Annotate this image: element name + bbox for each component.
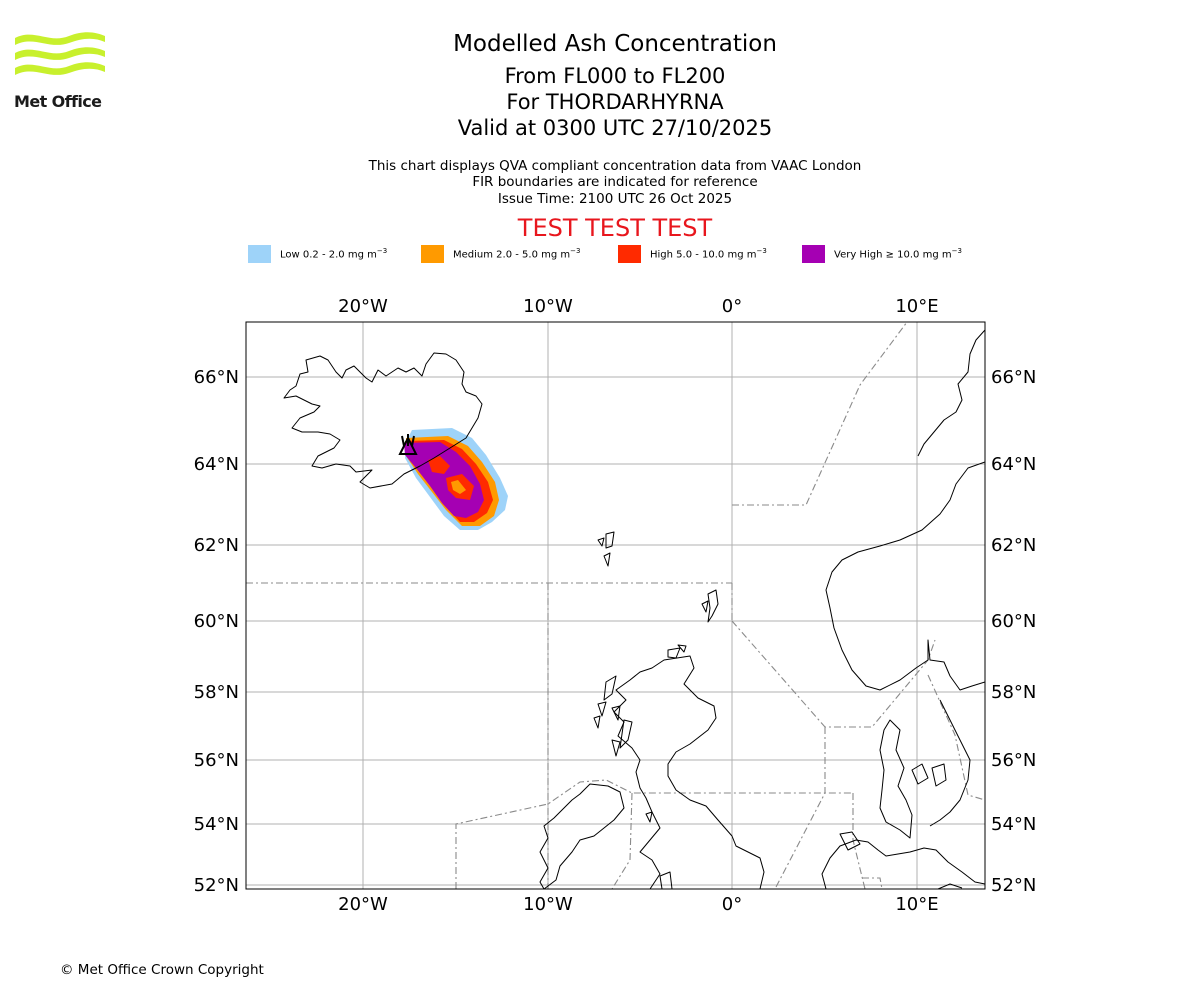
met-office-logo xyxy=(15,32,105,75)
met-office-logo-text: Met Office xyxy=(14,92,102,111)
legend-label-low: Low 0.2 - 2.0 mg m−3 xyxy=(280,247,388,261)
ash-medium-inner xyxy=(451,480,466,494)
valid-time: Valid at 0300 UTC 27/10/2025 xyxy=(457,116,773,140)
legend-label-medium: Medium 2.0 - 5.0 mg m−3 xyxy=(453,247,581,261)
lat-label-right-64n: 64°N xyxy=(991,454,1036,475)
legend-swatch-low xyxy=(248,245,271,263)
lon-label-bottom-20w: 20°W xyxy=(338,894,388,915)
lon-label-bottom-0: 0° xyxy=(722,894,742,915)
lat-label-right-56n: 56°N xyxy=(991,750,1036,771)
fir-boundaries xyxy=(246,322,985,889)
lon-label-top-10e: 10°E xyxy=(895,296,938,317)
lat-label-right-62n: 62°N xyxy=(991,535,1036,556)
lat-label-right-60n: 60°N xyxy=(991,611,1036,632)
denmark-coast xyxy=(879,719,913,839)
flight-level-range: From FL000 to FL200 xyxy=(504,64,726,88)
graticule xyxy=(246,322,985,889)
lat-label-right-66n: 66°N xyxy=(991,367,1036,388)
great-britain-coast xyxy=(613,655,765,889)
legend-swatch-very-high xyxy=(802,245,825,263)
legend-label-high: High 5.0 - 10.0 mg m−3 xyxy=(650,247,767,261)
volcano-name: For THORDARHYRNA xyxy=(506,90,724,114)
map-frame xyxy=(245,321,986,890)
lat-label-left-64n: 64°N xyxy=(194,454,239,475)
lat-label-right-54n: 54°N xyxy=(991,814,1036,835)
lat-label-left-52n: 52°N xyxy=(194,875,239,896)
lat-label-left-56n: 56°N xyxy=(194,750,239,771)
lat-label-left-60n: 60°N xyxy=(194,611,239,632)
lat-label-right-58n: 58°N xyxy=(991,682,1036,703)
lon-label-top-0: 0° xyxy=(722,296,742,317)
lat-label-left-66n: 66°N xyxy=(194,367,239,388)
test-banner: TEST TEST TEST xyxy=(517,214,713,242)
legend-swatch-medium xyxy=(421,245,444,263)
lat-label-left-62n: 62°N xyxy=(194,535,239,556)
norway-coast xyxy=(825,461,985,691)
lon-label-bottom-10e: 10°E xyxy=(895,894,938,915)
lon-label-top-20w: 20°W xyxy=(338,296,388,317)
iceland-coast xyxy=(283,352,483,489)
chart-title: Modelled Ash Concentration xyxy=(453,31,777,57)
ash-plume xyxy=(404,428,508,530)
qva-description: This chart displays QVA compliant concen… xyxy=(368,158,862,174)
copyright-notice: © Met Office Crown Copyright xyxy=(60,962,264,978)
ash-high-inner-1 xyxy=(428,456,450,474)
lat-label-left-54n: 54°N xyxy=(194,814,239,835)
lon-label-top-10w: 10°W xyxy=(523,296,573,317)
volcano-triangle-icon xyxy=(398,434,418,455)
coastlines xyxy=(283,329,985,889)
lat-label-right-52n: 52°N xyxy=(991,875,1036,896)
lat-label-left-58n: 58°N xyxy=(194,682,239,703)
legend-label-very-high: Very High ≥ 10.0 mg m−3 xyxy=(834,247,962,261)
ireland-coast xyxy=(539,783,625,889)
lon-label-bottom-10w: 10°W xyxy=(523,894,573,915)
issue-time: Issue Time: 2100 UTC 26 Oct 2025 xyxy=(497,191,733,207)
fir-description: FIR boundaries are indicated for referen… xyxy=(472,174,758,190)
legend-swatch-high xyxy=(618,245,641,263)
